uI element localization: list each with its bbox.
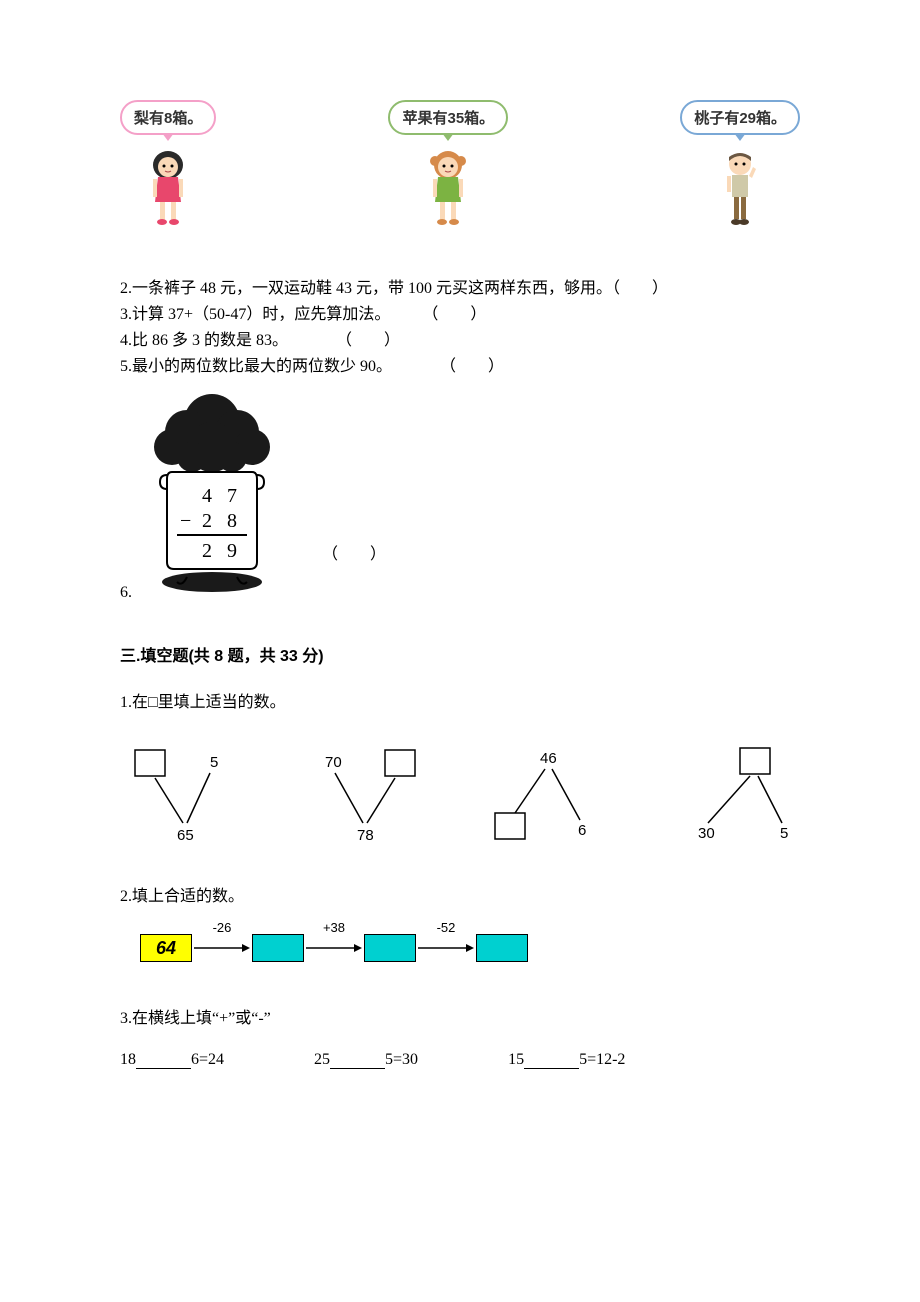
bond2-bottom: 78 — [357, 827, 374, 844]
blank-3 — [524, 1053, 579, 1069]
svg-text:2: 2 — [202, 540, 212, 562]
flow-box-1 — [252, 934, 304, 962]
number-bonds-row: 5 65 70 78 46 6 — [120, 745, 800, 845]
flow-arrow-3: -52 — [416, 934, 476, 962]
boy-icon — [713, 147, 768, 227]
q6-paren: （ ） — [322, 543, 386, 567]
q3-item-1: 18 6=24 — [120, 1051, 224, 1069]
speech-bubble-2: 苹果有35箱。 — [388, 100, 508, 135]
section-3-header: 三.填空题(共 8 题，共 33 分) — [120, 642, 800, 666]
bond3-right: 6 — [578, 822, 586, 839]
flow-arrow-2: +38 — [304, 934, 364, 962]
q2: 2.一条裤子 48 元，一双运动鞋 43 元，带 100 元买这两样东西，够用。… — [120, 277, 800, 301]
character-2: 苹果有35箱。 — [388, 100, 508, 227]
flow-box-3 — [476, 934, 528, 962]
q4: 4.比 86 多 3 的数是 83。 （ ） — [120, 329, 800, 353]
bond2-left: 70 — [325, 754, 342, 771]
q3-2-a: 25 — [314, 1051, 330, 1068]
svg-text:8: 8 — [227, 510, 237, 532]
character-3: 桃子有29箱。 — [680, 100, 800, 227]
bond-3: 46 6 — [480, 745, 620, 845]
q3-3-b: 5=12-2 — [579, 1051, 625, 1068]
flow-label-2: +38 — [323, 920, 345, 935]
character-1: 梨有8箱。 — [120, 100, 216, 227]
bond4-left: 30 — [698, 825, 715, 842]
sub-top: 4 — [202, 485, 212, 507]
q6-prefix: 6. — [120, 581, 132, 605]
bond-4: 30 5 — [660, 745, 800, 845]
s3-q3-items: 18 6=24 25 5=30 15 5=12-2 — [120, 1051, 800, 1069]
bond3-top: 46 — [540, 750, 557, 767]
characters-row: 梨有8箱。 苹果有35箱。 — [120, 100, 800, 227]
questions-block-1: 2.一条裤子 48 元，一双运动鞋 43 元，带 100 元买这两样东西，够用。… — [120, 277, 800, 379]
speech-bubble-3: 桃子有29箱。 — [680, 100, 800, 135]
svg-text:2: 2 — [202, 510, 212, 532]
s3-q2: 2.填上合适的数。 — [120, 885, 800, 909]
bond-2: 70 78 — [300, 745, 440, 845]
flow-box-2 — [364, 934, 416, 962]
bond1-bottom: 65 — [177, 827, 194, 844]
q3-3-a: 15 — [508, 1051, 524, 1068]
q5: 5.最小的两位数比最大的两位数少 90。 （ ） — [120, 355, 800, 379]
q3-1-b: 6=24 — [191, 1051, 224, 1068]
svg-text:−: − — [180, 510, 191, 532]
girl-icon — [141, 147, 196, 227]
q3-item-3: 15 5=12-2 — [508, 1051, 625, 1069]
s3-q3: 3.在横线上填“+”或“-” — [120, 1007, 800, 1031]
blank-2 — [330, 1053, 385, 1069]
svg-text:9: 9 — [227, 540, 237, 562]
q6-row: 6. 4 7 − 2 8 2 9 （ ） — [120, 387, 800, 607]
flow-chain: 64 -26 +38 -52 — [140, 934, 800, 962]
q3: 3.计算 37+（50-47）时，应先算加法。 （ ） — [120, 303, 800, 327]
tree-subtraction-icon: 4 7 − 2 8 2 9 — [132, 387, 292, 607]
flow-label-1: -26 — [213, 920, 232, 935]
q3-1-a: 18 — [120, 1051, 136, 1068]
s3-q1: 1.在□里填上适当的数。 — [120, 691, 800, 715]
blank-1 — [136, 1053, 191, 1069]
bond4-right: 5 — [780, 825, 788, 842]
girl2-icon — [421, 147, 476, 227]
bond1-right: 5 — [210, 754, 218, 771]
svg-text:7: 7 — [227, 485, 237, 507]
q3-2-b: 5=30 — [385, 1051, 418, 1068]
speech-bubble-1: 梨有8箱。 — [120, 100, 216, 135]
flow-label-3: -52 — [437, 920, 456, 935]
flow-arrow-1: -26 — [192, 934, 252, 962]
q3-item-2: 25 5=30 — [314, 1051, 418, 1069]
bond-1: 5 65 — [120, 745, 260, 845]
flow-start: 64 — [140, 934, 192, 962]
